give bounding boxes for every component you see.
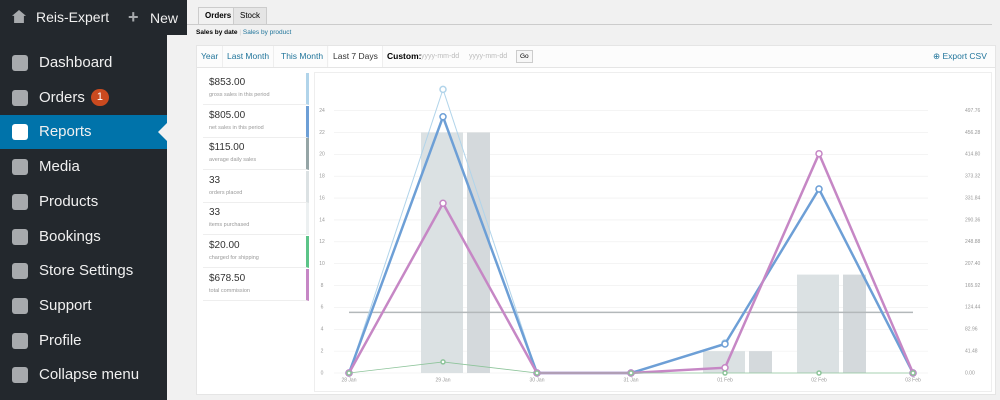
menu-item[interactable]: Collapse menu <box>0 358 167 392</box>
summary-box[interactable]: $678.50 total commission <box>203 268 309 301</box>
menu-label: Profile <box>39 324 82 358</box>
new-link[interactable]: New <box>150 10 179 26</box>
menu-item[interactable]: Profile <box>0 324 167 358</box>
chart-frame <box>314 72 992 392</box>
main: Orders Stock Sales by date | Sales by pr… <box>187 0 1000 400</box>
menu-item[interactable]: Media <box>0 150 167 184</box>
menu-text: Dashboard <box>39 54 113 71</box>
menu-label: Orders 1 <box>39 81 109 115</box>
menu-text: Support <box>39 296 92 314</box>
menu-icon <box>12 367 28 384</box>
custom-label: Custom: <box>387 51 422 61</box>
menu-label: Support <box>39 289 92 323</box>
date-from[interactable]: yyyy-mm-dd <box>421 53 460 60</box>
tab[interactable]: Stock <box>233 7 268 25</box>
range[interactable]: Year <box>197 46 224 67</box>
menu-text: Media <box>39 158 80 176</box>
menu-icon <box>12 263 28 280</box>
summary-label: items purchased <box>209 222 250 229</box>
summary-label: net sales in this period <box>209 124 264 131</box>
menu-item[interactable]: Orders 1 <box>0 81 167 115</box>
menu-icon <box>12 193 28 210</box>
menu-icon <box>12 297 28 314</box>
summary-value: $805.00 <box>209 109 246 121</box>
summary-box[interactable]: $805.00 net sales in this period <box>203 105 309 138</box>
menu-label: Bookings <box>39 220 101 254</box>
menu-text: Bookings <box>39 227 101 245</box>
summary-box[interactable]: $115.00 average daily sales <box>203 138 309 171</box>
admin-menu: Dashboard Orders 1 Reports Media Products Book… <box>0 35 167 400</box>
menu-text: Products <box>39 192 99 210</box>
summary-value: $678.50 <box>209 272 246 284</box>
summary-value: $115.00 <box>209 142 245 154</box>
menu-label: Dashboard <box>39 46 112 80</box>
plus-icon: + <box>128 7 139 27</box>
subnav-link[interactable]: Sales by product <box>242 29 292 36</box>
summary-value: 33 <box>209 207 221 219</box>
export-icon: ⊕ <box>933 51 943 61</box>
date-to[interactable]: yyyy-mm-dd <box>469 53 508 60</box>
export-csv[interactable]: ⊕ Export CSV <box>933 46 987 67</box>
menu-item[interactable]: Products <box>0 185 167 219</box>
summary-value: $20.00 <box>209 240 240 251</box>
range[interactable]: Last 7 Days <box>329 46 383 67</box>
range[interactable]: This Month <box>277 46 329 67</box>
menu-icon <box>12 124 28 141</box>
subnav-current[interactable]: Sales by date <box>196 29 238 36</box>
menu-text: Profile <box>39 331 82 349</box>
go-button[interactable]: Go <box>516 50 533 63</box>
menu-text: Collapse menu <box>39 366 140 384</box>
menu-text: Orders <box>39 88 85 106</box>
menu-icon <box>12 332 28 349</box>
menu-icon <box>12 228 28 245</box>
menu-item[interactable]: Support <box>0 289 167 323</box>
menu-label: Store Settings <box>39 254 133 288</box>
home-icon <box>12 10 26 23</box>
menu-icon <box>12 159 28 176</box>
summary-label: total commission <box>209 287 250 294</box>
menu-label: Reports <box>39 115 92 149</box>
summary-label: orders placed <box>209 189 243 196</box>
tab-rule <box>187 24 992 25</box>
summary-label: average daily sales <box>209 157 257 164</box>
menu-text: Reports <box>39 123 92 141</box>
summary-value: 33 <box>209 174 221 186</box>
menu-icon <box>12 55 28 71</box>
menu-text: Store Settings <box>39 262 134 280</box>
menu-label: Collapse menu <box>39 358 139 392</box>
export-label: Export CSV <box>942 51 987 61</box>
summary-label: gross sales in this period <box>209 92 270 98</box>
summary-box[interactable]: $20.00 charged for shipping <box>203 236 309 268</box>
menu-label: Media <box>39 150 80 184</box>
menu-badge: 1 <box>90 88 109 106</box>
summary-value: $853.00 <box>209 77 246 88</box>
menu-item[interactable]: Dashboard <box>0 46 167 80</box>
report-panel: Year Last Month This Month Last 7 Days C… <box>196 45 996 395</box>
site-name[interactable]: Reis-Expert <box>36 9 110 25</box>
summary-box[interactable]: 33 orders placed <box>203 170 309 203</box>
menu-label: Products <box>39 185 98 219</box>
summary-label: charged for shipping <box>209 255 259 261</box>
range[interactable]: Last Month <box>223 46 275 67</box>
summary-box[interactable]: 33 items purchased <box>203 203 309 236</box>
admin-bar: Reis-Expert + New <box>0 0 187 35</box>
subnav: Sales by date | Sales by product <box>196 29 292 36</box>
summary-box[interactable]: $853.00 gross sales in this period <box>203 73 309 105</box>
menu-item[interactable]: Bookings <box>0 220 167 254</box>
menu-icon <box>12 89 28 106</box>
range-bar: Year Last Month This Month Last 7 Days C… <box>197 46 995 68</box>
menu-item[interactable]: Reports <box>0 115 167 150</box>
menu-item[interactable]: Store Settings <box>0 254 167 288</box>
